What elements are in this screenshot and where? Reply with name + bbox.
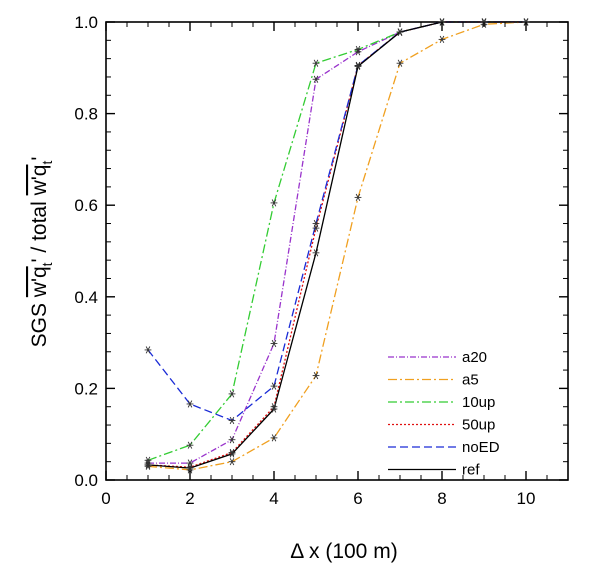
marker-stroke [271, 339, 277, 348]
data-point-a20 [186, 459, 194, 467]
marker-stroke [229, 416, 235, 425]
data-point-ref [186, 464, 194, 472]
series-line-a5 [147, 21, 527, 471]
data-point-noED [228, 416, 236, 425]
marker-stroke [229, 436, 235, 444]
marker-stroke [271, 382, 277, 390]
marker-stroke [271, 405, 277, 413]
data-point-noED [312, 219, 320, 228]
data-point-10up [270, 199, 278, 207]
legend-label-ref: ref [462, 462, 480, 479]
y-tick-label: 0.4 [74, 288, 98, 307]
x-tick-label: 2 [185, 489, 194, 508]
legend-label-10up: 10up [462, 394, 495, 411]
data-point-a20 [270, 339, 278, 348]
data-point-a5 [396, 59, 404, 67]
marker-stroke [187, 464, 193, 472]
data-point-a5 [438, 35, 446, 44]
y-axis-title: SGS w'qt' / total w'qt' [28, 157, 55, 348]
x-tick-label: 10 [517, 489, 536, 508]
data-point-noED [144, 346, 152, 354]
data-point-noED [186, 400, 194, 408]
data-point-ref [270, 405, 278, 413]
x-tick-label: 8 [437, 489, 446, 508]
marker-stroke [355, 45, 361, 54]
legend-label-50up: 50up [462, 417, 495, 434]
data-point-10up [186, 441, 194, 449]
data-point-a5 [312, 371, 320, 380]
marker-stroke [313, 371, 319, 380]
marker-stroke [397, 59, 403, 67]
legend-label-noED: noED [462, 439, 500, 456]
marker-stroke [229, 390, 235, 398]
data-point-a20 [228, 436, 236, 444]
marker-stroke [229, 450, 235, 458]
marker-stroke [355, 193, 361, 202]
y-tick-label: 1.0 [74, 13, 98, 32]
data-point-ref [354, 62, 362, 71]
marker-stroke [313, 59, 319, 67]
data-point-ref [396, 28, 404, 36]
marker-stroke [271, 199, 277, 207]
data-point-10up [312, 59, 320, 67]
x-axis-title: Δ x (100 m) [290, 540, 397, 563]
x-tick-label: 4 [269, 489, 278, 508]
data-point-noED [270, 382, 278, 390]
data-point-50up [228, 448, 236, 457]
data-point-a5 [228, 458, 236, 466]
marker-stroke [439, 35, 445, 44]
marker-stroke [313, 219, 319, 228]
marker-stroke [145, 462, 151, 470]
x-tick-label: 6 [353, 489, 362, 508]
marker-stroke [187, 400, 193, 408]
data-point-10up [228, 390, 236, 398]
y-axis-title-numerator: w'q [28, 266, 51, 298]
marker-stroke [397, 28, 403, 36]
y-tick-label: 0.2 [74, 379, 98, 398]
y-tick-label: 0.8 [74, 105, 98, 124]
data-point-a5 [270, 434, 278, 442]
data-point-ref [228, 450, 236, 458]
marker-stroke [187, 441, 193, 449]
y-axis-title-denominator: w'q [28, 165, 51, 197]
data-point-10up [354, 45, 362, 54]
marker-stroke [145, 346, 151, 354]
y-tick-label: 0.0 [74, 471, 98, 490]
x-tick-label: 0 [101, 489, 110, 508]
marker-stroke [229, 448, 235, 457]
marker-stroke [313, 249, 319, 257]
data-point-ref [144, 461, 152, 469]
legend-label-a20: a20 [462, 349, 487, 366]
marker-stroke [229, 458, 235, 466]
plot-frame [105, 21, 569, 481]
data-point-a20 [312, 75, 320, 83]
series-line-a20 [148, 21, 526, 464]
data-point-a5 [354, 193, 362, 202]
legend-label-a5: a5 [462, 372, 479, 389]
data-point-ref [312, 249, 320, 257]
marker-stroke [313, 75, 319, 83]
y-tick-label: 0.6 [74, 196, 98, 215]
marker-stroke [355, 62, 361, 71]
data-point-a5 [144, 462, 152, 470]
marker-stroke [271, 434, 277, 442]
marker-stroke [145, 461, 151, 469]
